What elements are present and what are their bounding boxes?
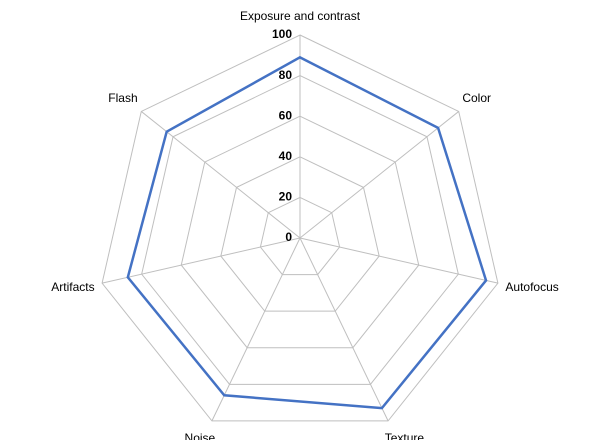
tick-label: 0 — [285, 230, 292, 244]
category-label: Autofocus — [505, 280, 558, 294]
tick-label: 60 — [279, 108, 293, 122]
spoke — [299, 237, 499, 284]
spoke — [101, 237, 301, 284]
grid-line — [259, 196, 341, 276]
tick-label: 20 — [279, 190, 293, 204]
category-label: Texture — [385, 431, 425, 440]
tick-label: 80 — [279, 68, 293, 82]
grid-line — [101, 34, 499, 422]
series-line — [126, 55, 488, 410]
category-label: Exposure and contrast — [240, 9, 361, 23]
spoke — [299, 111, 460, 239]
category-label: Color — [462, 91, 491, 105]
category-label: Artifacts — [51, 280, 94, 294]
grid-line — [180, 115, 420, 349]
grid-line — [141, 75, 459, 385]
tick-label: 100 — [272, 27, 292, 41]
grid-line — [220, 156, 380, 312]
tick-label: 40 — [279, 149, 293, 163]
spoke — [140, 111, 301, 239]
category-label: Noise — [185, 431, 216, 440]
category-label: Flash — [108, 91, 137, 105]
spoke — [299, 237, 389, 422]
spoke — [211, 237, 301, 422]
